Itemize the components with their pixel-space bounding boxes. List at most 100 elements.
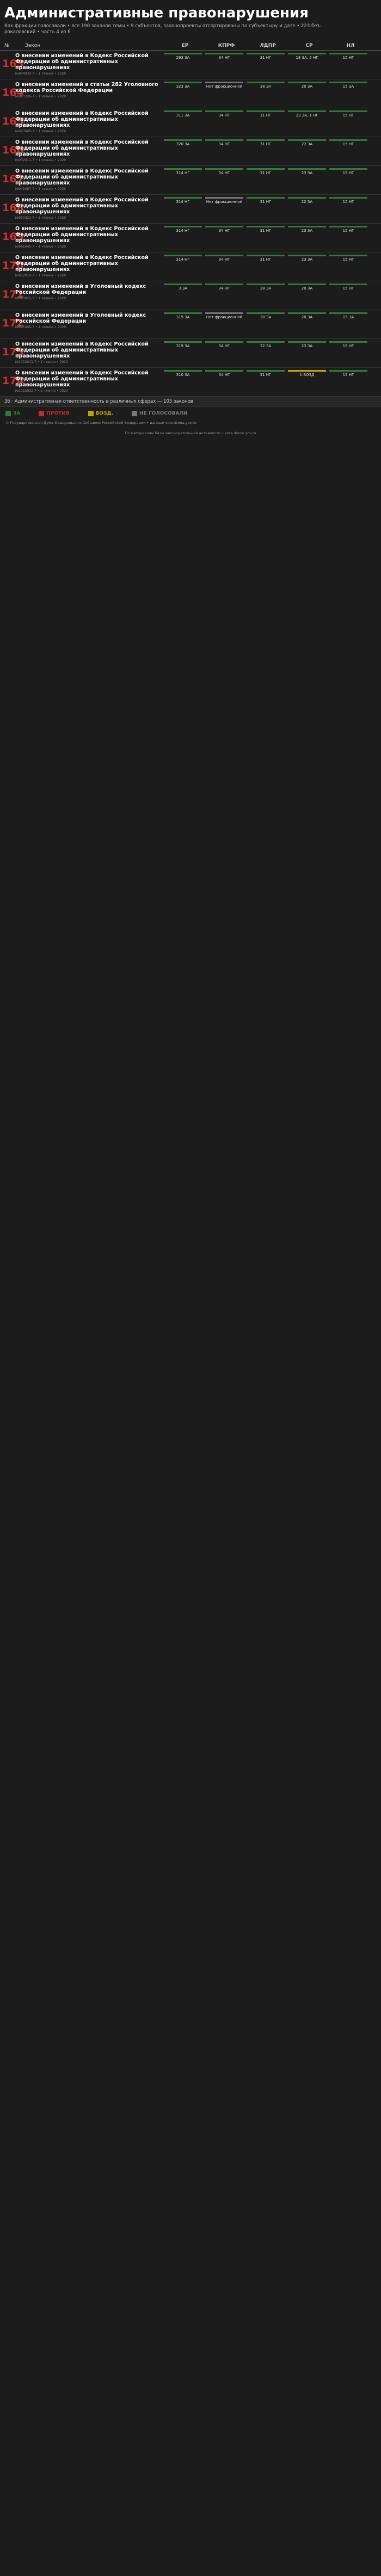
vote-bar — [329, 197, 367, 199]
vote-bar — [205, 255, 243, 256]
vote-bar — [164, 284, 202, 285]
vote-value: 319 ЗА — [176, 315, 190, 319]
party-votes: 319 ЗА 34 НГ 32 ЗА 23 ЗА 15 НГ — [162, 339, 369, 367]
party-votes: 314 НГ Нет фракционной 31 НГ 22 ЗА 15 НГ — [162, 195, 369, 223]
law-row: 164 О внесении изменений в статьи 282 Уг… — [0, 79, 381, 108]
vote-value: 311 ЗА — [176, 113, 190, 118]
vote-value: 34 НГ — [218, 344, 230, 348]
credit: По материалам базы законодательной актив… — [125, 431, 256, 435]
law-row: 170 О внесении изменений в Кодекс Россий… — [0, 252, 381, 281]
vote-bar — [164, 255, 202, 256]
vote-bar — [288, 226, 326, 227]
law-title[interactable]: О внесении изменений в Кодекс Российской… — [15, 53, 149, 71]
law-title[interactable]: О внесении изменений в статьи 282 Уголов… — [15, 82, 158, 94]
vote-value: 15 НГ — [342, 344, 354, 348]
vote-bar — [288, 168, 326, 170]
law-info: О внесении изменений в Кодекс Российской… — [15, 166, 162, 194]
vote-cell: 15 НГ — [328, 110, 369, 118]
law-title[interactable]: О внесении изменений в Кодекс Российской… — [15, 255, 149, 273]
legend-swatch — [88, 411, 94, 416]
vote-cell: 323 ЗА — [162, 82, 204, 89]
vote-cell: 23 ЗА — [286, 168, 328, 175]
vote-value: 34 НГ — [218, 286, 230, 291]
section-header: 3б · Административная ответственность в … — [0, 397, 381, 406]
vote-cell: 15 НГ — [328, 341, 369, 348]
vote-cell: 34 НГ — [204, 226, 245, 233]
legend-item: НЕ ГОЛОСОВАЛИ — [132, 411, 187, 416]
vote-bar — [247, 139, 285, 141]
vote-bar — [329, 139, 367, 141]
vote-value: 34 НГ — [218, 113, 230, 118]
vote-value: 32 ЗА — [260, 344, 272, 348]
vote-bar — [205, 312, 243, 314]
law-number: 164 — [2, 87, 24, 98]
vote-bar — [288, 110, 326, 112]
law-number: 172 — [2, 317, 24, 329]
law-info: О внесении изменений в Кодекс Российской… — [15, 195, 162, 223]
vote-value: 15 НГ — [342, 142, 354, 146]
col-party: КПРФ — [218, 42, 235, 48]
law-info: О внесении изменений в Уголовный кодекс … — [15, 310, 162, 338]
vote-cell: 20 ЗА — [286, 82, 328, 89]
vote-cell: 34 НГ — [204, 110, 245, 118]
law-title[interactable]: О внесении изменений в Кодекс Российской… — [15, 168, 149, 186]
footer-note: © Государственная Дума Федерального Собр… — [5, 421, 196, 425]
vote-bar — [205, 284, 243, 285]
law-row: 174 О внесении изменений в Кодекс Россий… — [0, 368, 381, 397]
law-number: 171 — [2, 288, 24, 300]
vote-bar — [164, 168, 202, 170]
vote-value: 15 НГ — [342, 200, 354, 204]
legend-swatch — [132, 411, 138, 416]
law-title[interactable]: О внесении изменений в Кодекс Российской… — [15, 341, 149, 359]
legend-item: ВОЗД. — [88, 411, 113, 416]
vote-value: 31 НГ — [260, 373, 272, 377]
party-votes: 314 НГ 34 НГ 31 НГ 23 ЗА 15 НГ — [162, 166, 369, 194]
vote-cell: 20 ЗА — [286, 312, 328, 319]
vote-value: 23 ЗА — [301, 257, 313, 262]
vote-cell: 23 ЗА — [286, 226, 328, 233]
vote-bar — [329, 168, 367, 170]
vote-value: 31 НГ — [260, 200, 272, 204]
vote-bar — [329, 341, 367, 343]
vote-cell: 18 ЗА, 5 НГ — [286, 53, 328, 60]
vote-bar — [329, 82, 367, 83]
vote-bar — [164, 82, 202, 83]
law-meta: №932011-7 • 1 чтение • 2020 — [15, 158, 66, 162]
law-title[interactable]: О внесении изменений в Кодекс Российской… — [15, 370, 149, 388]
vote-value: 31 НГ — [260, 171, 272, 175]
col-party: ЕР — [181, 42, 189, 48]
law-info: О внесении изменений в Кодекс Российской… — [15, 252, 162, 281]
vote-cell: 20 ЗА — [286, 284, 328, 291]
law-meta: №923045-7 • 1 чтение • 2020 — [15, 130, 66, 133]
party-votes: 319 ЗА Нет фракционной 38 ЗА 20 ЗА 15 ЗА — [162, 310, 369, 338]
vote-value: 31 НГ — [260, 113, 272, 118]
vote-bar — [288, 53, 326, 54]
law-meta: №1002011-7 • 1 чтение • 2020 — [15, 360, 68, 364]
vote-bar — [247, 226, 285, 227]
law-title[interactable]: О внесении изменений в Кодекс Российской… — [15, 110, 149, 128]
law-title[interactable]: О внесении изменений в Уголовный кодекс … — [15, 312, 146, 324]
legend-label: НЕ ГОЛОСОВАЛИ — [139, 411, 188, 416]
law-title[interactable]: О внесении изменений в Кодекс Российской… — [15, 139, 149, 157]
vote-value: 23 ЗА — [301, 229, 313, 233]
vote-cell: 22 ЗА — [286, 139, 328, 146]
vote-cell: 34 НГ — [204, 53, 245, 60]
law-number: 174 — [2, 375, 24, 387]
law-title[interactable]: О внесении изменений в Кодекс Российской… — [15, 197, 149, 215]
law-title[interactable]: О внесении изменений в Уголовный кодекс … — [15, 284, 146, 295]
law-title[interactable]: О внесении изменений в Кодекс Российской… — [15, 226, 149, 244]
vote-cell: 15 НГ — [328, 197, 369, 204]
vote-cell: 34 НГ — [204, 168, 245, 175]
law-number: 169 — [2, 231, 24, 243]
vote-value: 38 ЗА — [260, 315, 272, 319]
legend-item: ПРОТИВ — [39, 411, 70, 416]
vote-value: 3 ЗА — [179, 286, 187, 291]
legend-label: ПРОТИВ — [46, 411, 70, 416]
vote-cell: 314 НГ — [162, 168, 204, 175]
law-meta: №983022-7 • 1 чтение • 2020 — [15, 297, 66, 300]
vote-bar — [329, 312, 367, 314]
vote-cell: 34 НГ — [204, 255, 245, 262]
law-meta: №991045-7 • 1 чтение • 2020 — [15, 325, 66, 329]
col-party: ЛДПР — [260, 42, 276, 48]
vote-cell: 32 ЗА — [245, 341, 286, 348]
